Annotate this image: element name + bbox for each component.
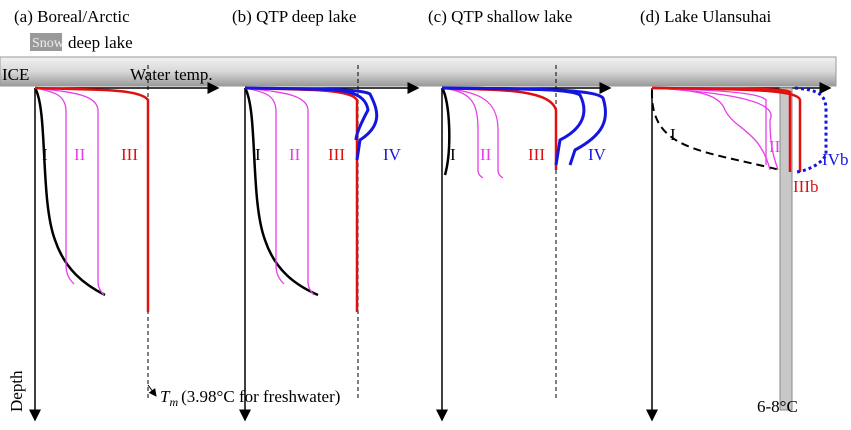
ice-label: ICE <box>2 65 29 84</box>
curve-label: I <box>670 125 676 144</box>
tm-annotation: Tm (3.98°C for freshwater) <box>160 387 340 409</box>
curve-label: III <box>328 145 345 164</box>
curve-label: IV <box>383 145 402 164</box>
tm-sub: m <box>169 395 178 409</box>
curve-labels: I II III I II III IV I II III IV I II II… <box>42 125 848 196</box>
tm-text: (3.98°C for freshwater) <box>181 387 340 406</box>
panel-title: (c) QTP shallow lake <box>428 7 572 26</box>
curve-label: II <box>480 145 492 164</box>
tm-symbol: T <box>160 387 171 406</box>
range-label: 6-8°C <box>757 397 798 416</box>
tm-arrow <box>147 384 157 397</box>
y-axis-label: Depth <box>7 370 26 412</box>
curves-d <box>650 86 828 411</box>
curve-label: I <box>42 145 48 164</box>
snow-swatch <box>30 33 62 51</box>
curve-label: III <box>121 145 138 164</box>
curve-label: IVb <box>822 150 848 169</box>
curves-b <box>243 86 379 312</box>
ice-bar <box>0 56 837 87</box>
legend-text: deep lake <box>68 33 133 52</box>
curve-label: II <box>289 145 301 164</box>
x-axis-label: Water temp. <box>130 65 213 84</box>
panel-title: (d) Lake Ulansuhai <box>640 7 772 26</box>
axes <box>29 65 832 422</box>
curve-label: II <box>769 137 781 156</box>
curve-label: I <box>450 145 456 164</box>
snow-label: Snow <box>32 36 65 51</box>
panel-title: (b) QTP deep lake <box>232 7 356 26</box>
curve-label: IIIb <box>793 177 818 196</box>
panel-title: (a) Boreal/Arctic <box>14 7 130 26</box>
curve-label: II <box>74 145 86 164</box>
curve-label: IV <box>588 145 607 164</box>
curves-a <box>33 86 150 312</box>
curves-c <box>440 86 608 179</box>
curve-label: III <box>528 145 545 164</box>
curve-label: I <box>255 145 261 164</box>
